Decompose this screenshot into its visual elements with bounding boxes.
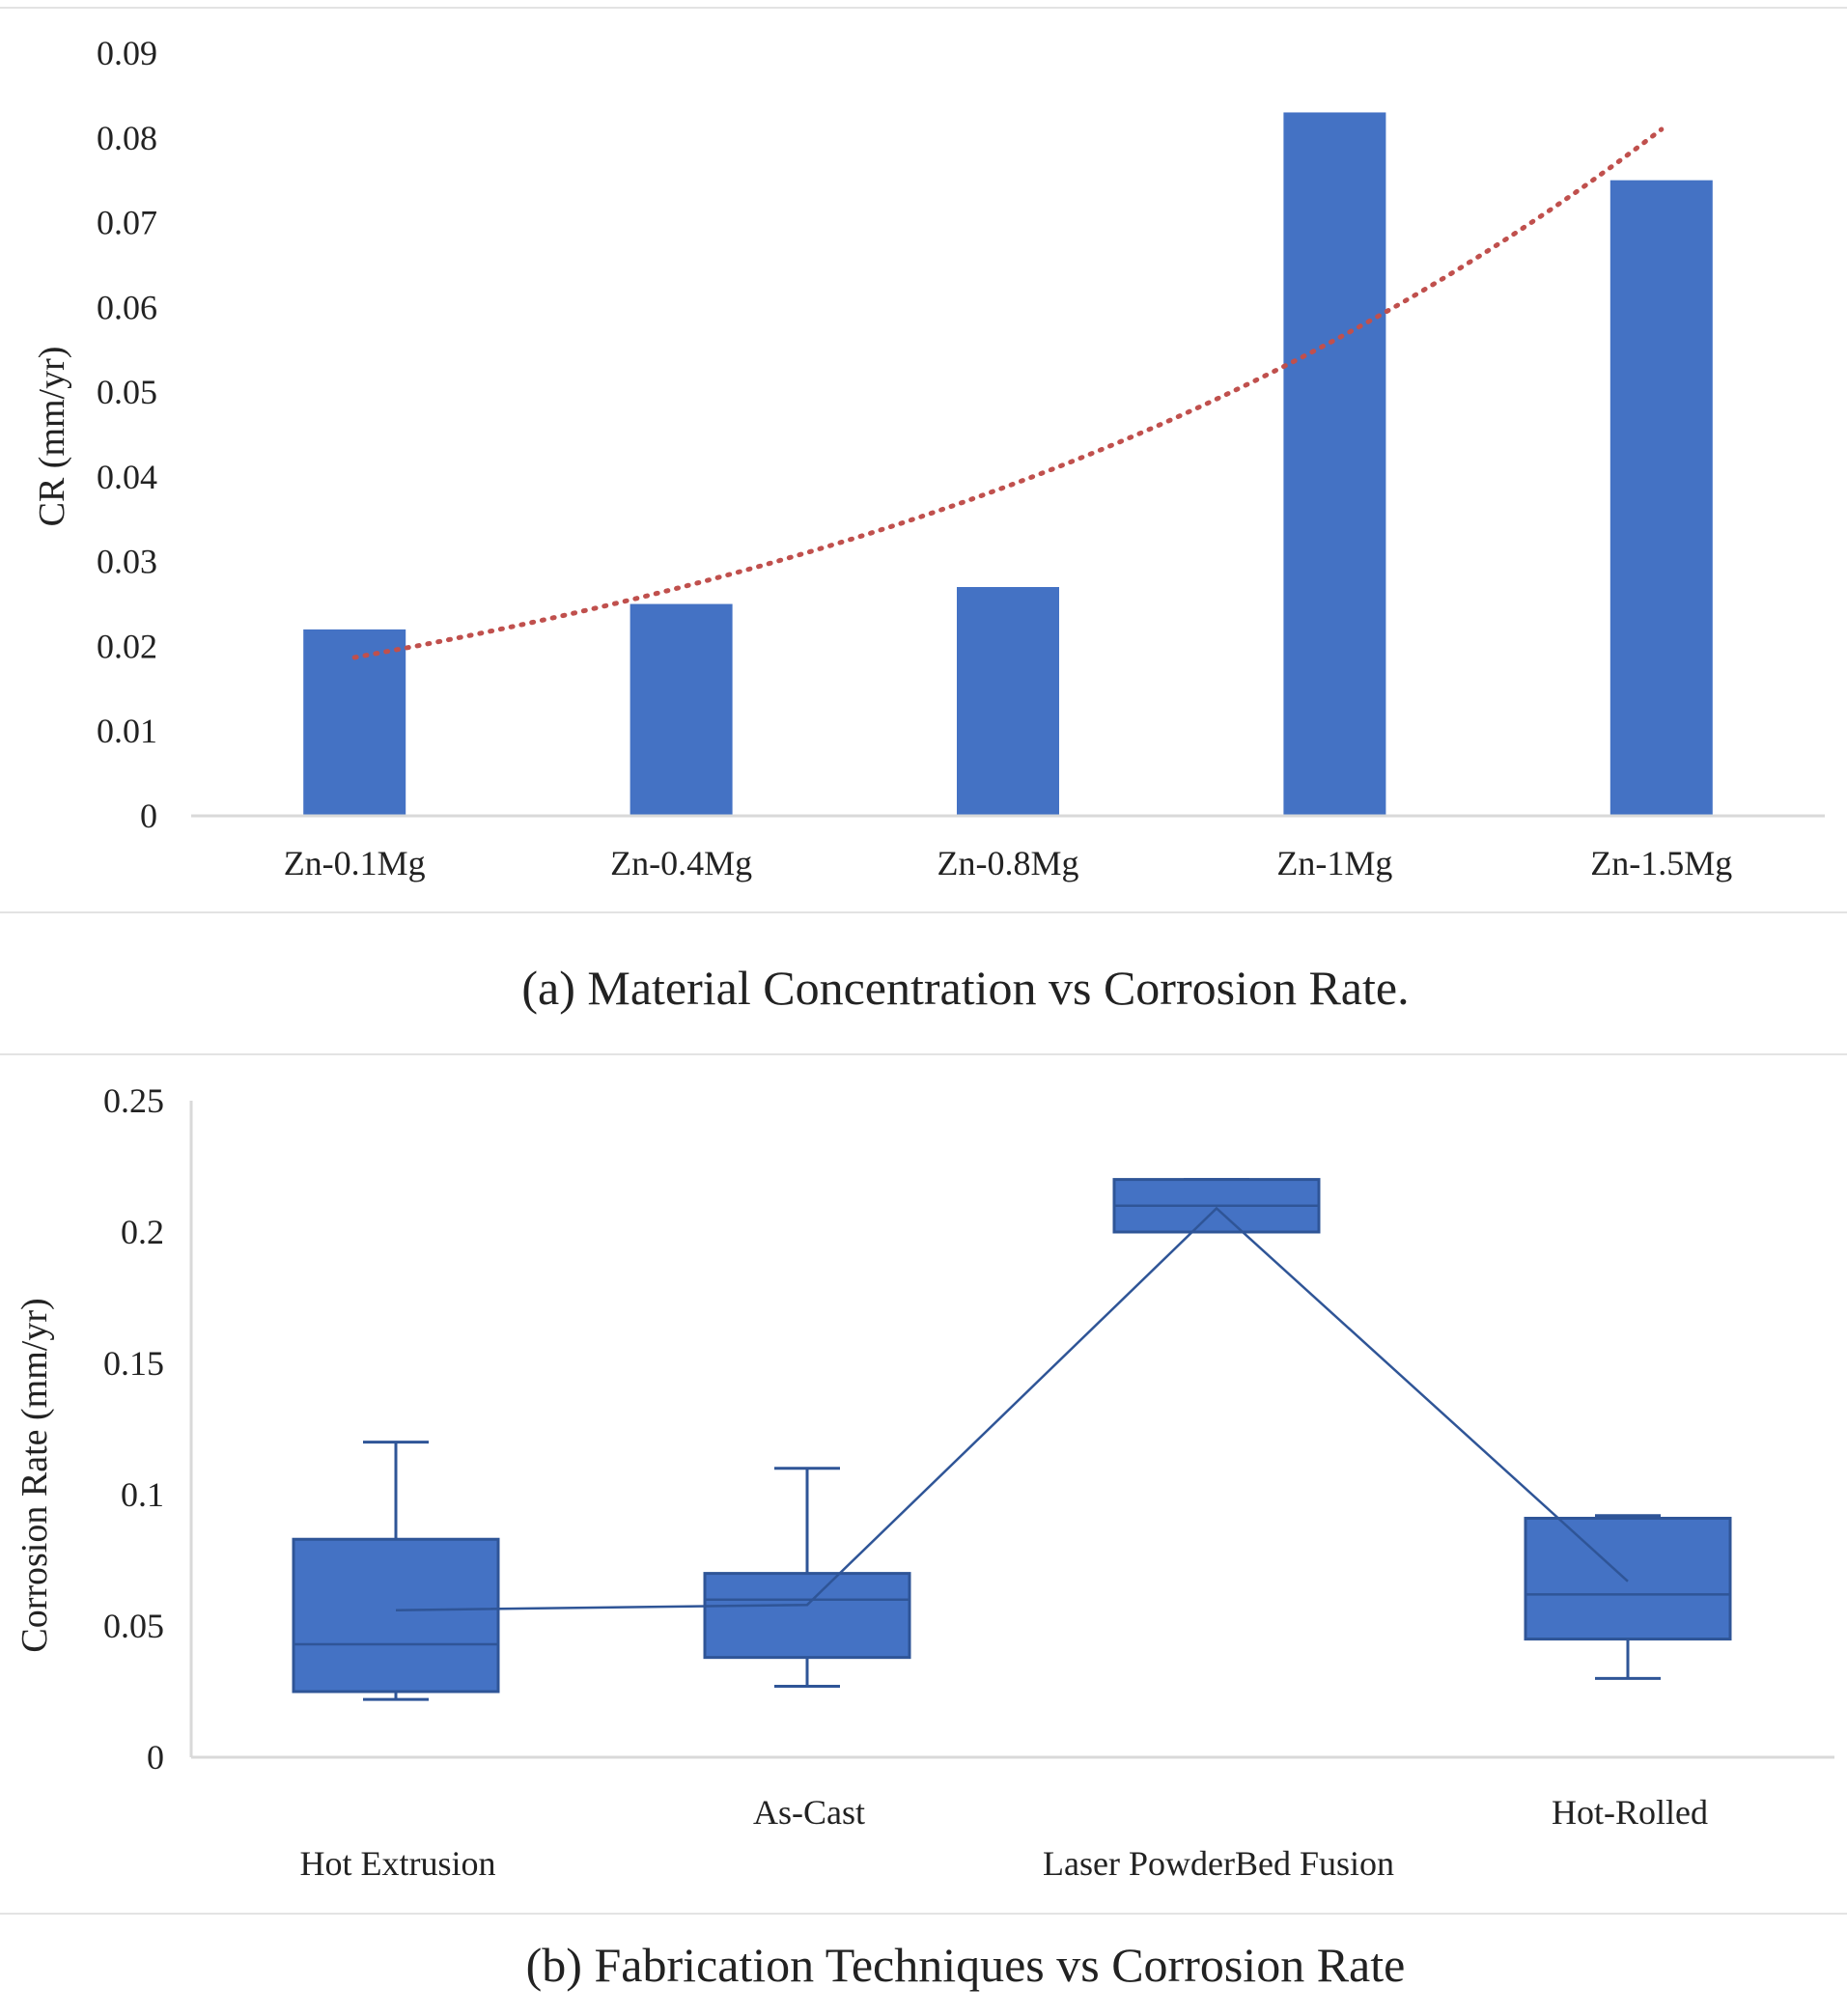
y-tick-label: 0.15 bbox=[103, 1344, 164, 1383]
bar-chart: CR (mm/yr) 0 0.01 0.02 0.03 0.04 0.05 0.06 0.07… bbox=[0, 7, 1847, 1015]
boxes bbox=[292, 1178, 1732, 1701]
x-tick-label: Zn-0.1Mg bbox=[284, 844, 426, 882]
y-tick-label: 0.01 bbox=[97, 712, 157, 750]
bar bbox=[1609, 180, 1713, 816]
y-tick-label: 0.03 bbox=[97, 543, 157, 581]
x-tick-label: Zn-1Mg bbox=[1276, 844, 1392, 882]
bar bbox=[957, 587, 1059, 816]
caption-a: (a) Material Concentration vs Corrosion … bbox=[521, 961, 1409, 1015]
x-tick-label: Zn-1.5Mg bbox=[1590, 844, 1732, 882]
y-tick-labels: 0 0.05 0.1 0.15 0.2 0.25 bbox=[103, 1081, 164, 1777]
y-tick-labels: 0 0.01 0.02 0.03 0.04 0.05 0.06 0.07 0.08 0.09 bbox=[97, 34, 157, 835]
y-tick-label: 0.02 bbox=[97, 627, 157, 665]
caption-b: (b) Fabrication Techniques vs Corrosion … bbox=[526, 1938, 1406, 1992]
y-axis-label: CR (mm/yr) bbox=[32, 347, 72, 527]
x-tick-label: Laser PowderBed Fusion bbox=[1043, 1844, 1394, 1883]
y-tick-label: 0.04 bbox=[97, 458, 157, 496]
box-plot-chart: Corrosion Rate (mm/yr) 0 0.05 0.1 0.15 0.2 0.… bbox=[0, 1053, 1847, 1992]
y-tick-label: 0.2 bbox=[121, 1213, 164, 1251]
x-tick-label: Zn-0.8Mg bbox=[937, 844, 1079, 882]
x-tick-labels: Hot Extrusion As-Cast Laser PowderBed Fusi… bbox=[300, 1793, 1708, 1883]
x-tick-label: Hot-Rolled bbox=[1552, 1793, 1708, 1832]
box bbox=[292, 1537, 500, 1694]
y-tick-label: 0.05 bbox=[97, 373, 157, 411]
chart-panel-b: Corrosion Rate (mm/yr) 0 0.05 0.1 0.15 0.2 0.… bbox=[0, 1052, 1847, 2016]
y-tick-label: 0 bbox=[140, 797, 157, 835]
y-tick-label: 0.05 bbox=[103, 1607, 164, 1645]
bar bbox=[303, 629, 406, 816]
trendline bbox=[351, 126, 1665, 660]
x-tick-label: Hot Extrusion bbox=[300, 1844, 496, 1883]
y-tick-label: 0.06 bbox=[97, 288, 157, 326]
y-tick-label: 0.07 bbox=[97, 204, 157, 242]
box bbox=[703, 1572, 911, 1660]
x-tick-labels: Zn-0.1Mg Zn-0.4Mg Zn-0.8Mg Zn-1Mg Zn-1.5Mg bbox=[284, 844, 1733, 882]
bar bbox=[1283, 112, 1386, 816]
y-tick-label: 0.25 bbox=[103, 1081, 164, 1120]
y-tick-label: 0.09 bbox=[97, 34, 157, 72]
y-axis-label: Corrosion Rate (mm/yr) bbox=[14, 1298, 55, 1652]
box bbox=[1524, 1516, 1732, 1641]
y-tick-label: 0.1 bbox=[121, 1475, 164, 1514]
x-tick-label: As-Cast bbox=[753, 1793, 865, 1832]
y-tick-label: 0 bbox=[147, 1738, 164, 1777]
mean-line bbox=[395, 1206, 1629, 1611]
y-tick-label: 0.08 bbox=[97, 119, 157, 157]
bar bbox=[630, 603, 733, 816]
x-tick-label: Zn-0.4Mg bbox=[610, 844, 752, 882]
chart-panel-a: CR (mm/yr) 0 0.01 0.02 0.03 0.04 0.05 0.06 0.07… bbox=[0, 7, 1847, 1015]
bars bbox=[303, 112, 1713, 816]
